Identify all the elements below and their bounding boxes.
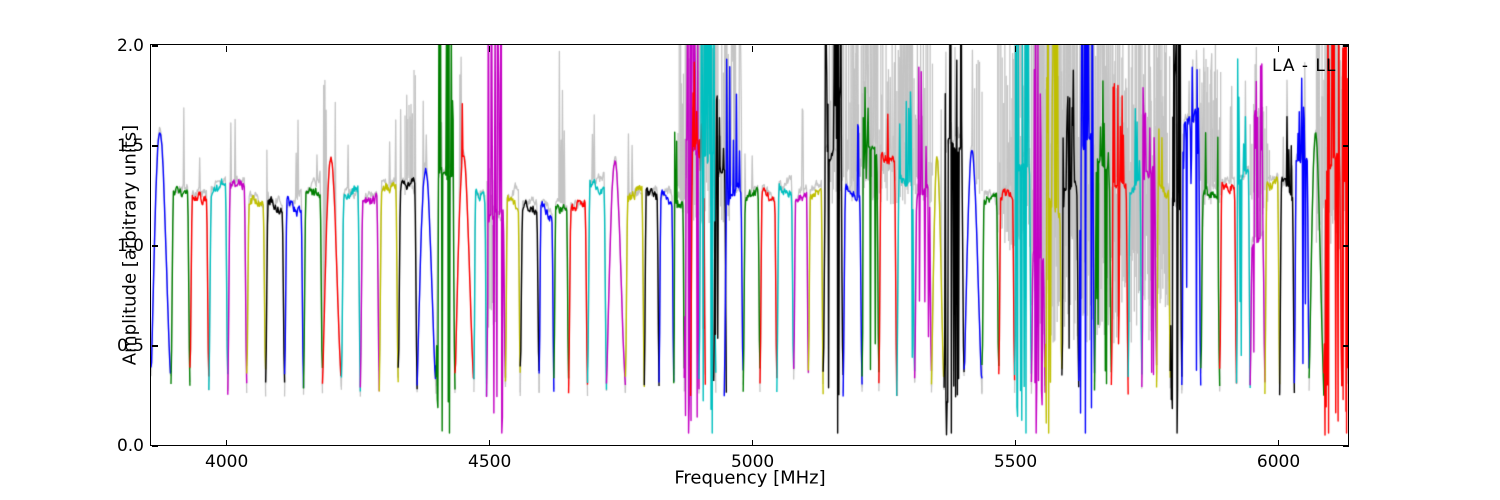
x-tick-bottom — [751, 440, 754, 446]
y-tick-right — [1343, 245, 1349, 247]
corner-annotation: LA - LL — [1272, 56, 1337, 76]
y-tick-label: 2.0 — [116, 36, 144, 56]
x-tick-bottom — [488, 440, 491, 446]
x-tick-label: 6000 — [1256, 452, 1301, 472]
y-tick-right — [1343, 345, 1349, 347]
x-axis-label: Frequency [MHz] — [674, 467, 826, 489]
x-tick-top — [488, 46, 491, 52]
y-tick-left — [152, 245, 158, 247]
y-tick-left — [152, 45, 158, 47]
x-tick-label: 5500 — [993, 452, 1038, 472]
spectrum-canvas — [151, 45, 1348, 445]
y-tick-label: 1.5 — [116, 136, 144, 156]
x-tick-bottom — [1277, 440, 1280, 446]
x-tick-label: 4500 — [468, 452, 512, 472]
y-tick-left — [152, 145, 158, 147]
plot-area — [150, 44, 1349, 446]
x-tick-top — [1014, 46, 1017, 52]
x-tick-top — [225, 46, 228, 52]
x-tick-top — [751, 46, 754, 52]
x-tick-label: 5000 — [730, 452, 775, 472]
y-tick-label: 0.0 — [116, 436, 144, 456]
y-tick-left — [152, 345, 158, 347]
y-tick-right — [1343, 145, 1349, 147]
y-tick-label: 1.0 — [116, 236, 144, 256]
x-tick-bottom — [225, 440, 228, 446]
y-tick-label: 0.5 — [116, 336, 144, 356]
x-tick-label: 4000 — [205, 452, 249, 472]
x-tick-bottom — [1014, 440, 1017, 446]
x-tick-top — [1277, 46, 1280, 52]
y-tick-right — [1343, 45, 1349, 47]
y-tick-left — [152, 445, 158, 447]
y-tick-right — [1343, 445, 1349, 447]
